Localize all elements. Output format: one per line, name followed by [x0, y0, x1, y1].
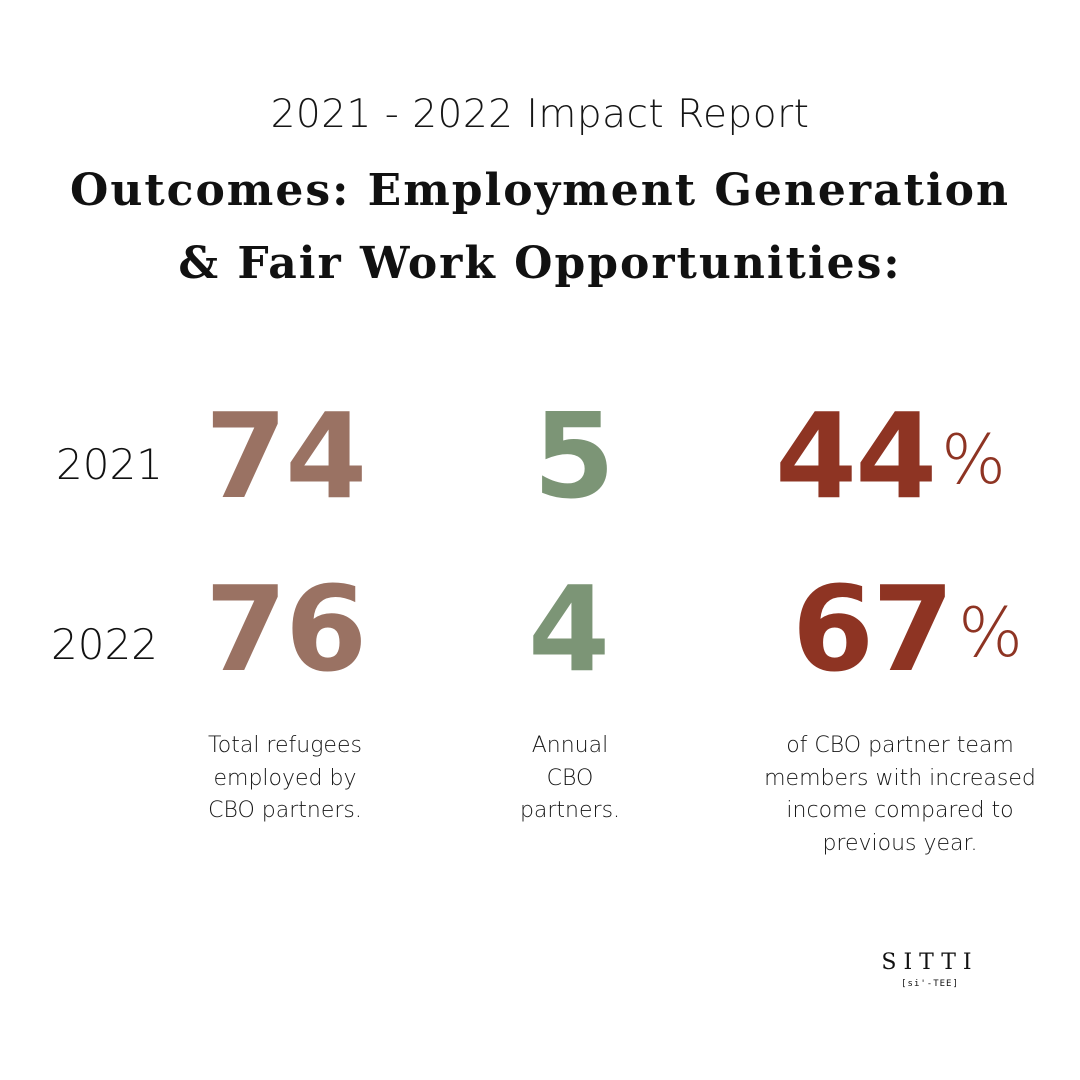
refugees-employed-2021: 74 — [205, 387, 367, 525]
cbo-partners-2021: 5 — [533, 387, 615, 525]
year-label-2021: 2021 — [56, 440, 163, 489]
logo-pronunciation: [si'-TEE] — [901, 979, 959, 989]
increased-income-2021-value: 44 — [775, 387, 937, 525]
partners-description-line: partners. — [519, 798, 621, 823]
report-subtitle: 2021 - 2022 Impact Report — [270, 92, 810, 137]
partners-description-line: Annual — [531, 733, 609, 758]
increased-income-2022: 67% — [792, 570, 1023, 688]
percent-sign: % — [958, 594, 1023, 673]
increased-income-2022-value: 67 — [792, 560, 954, 698]
partners-description-line: CBO — [546, 765, 594, 791]
sitti-logo: SITTI [si'-TEE] — [860, 950, 1000, 989]
income-description: of CBO partner team members with increas… — [740, 730, 1060, 860]
income-description-line: members with increased — [764, 765, 1036, 791]
refugees-employed-2022: 76 — [205, 560, 367, 698]
income-description-line: of CBO partner team — [786, 733, 1014, 758]
year-label-2022: 2022 — [51, 620, 158, 669]
income-description-line: previous year. — [822, 830, 978, 856]
refugees-description-line: Total refugees — [208, 733, 362, 758]
partners-description: Annual CBO partners. — [500, 730, 640, 828]
cbo-partners-2022: 4 — [528, 560, 610, 698]
refugees-description-line: CBO partners. — [208, 798, 362, 823]
page-title-line-2: & Fair Work Opportunities: — [178, 238, 902, 289]
percent-sign: % — [941, 421, 1006, 500]
page-title-line-1: Outcomes: Employment Generation — [70, 165, 1010, 216]
income-description-line: income compared to — [786, 798, 1014, 823]
refugees-description: Total refugees employed by CBO partners. — [180, 730, 390, 828]
logo-wordmark: SITTI — [881, 950, 979, 975]
refugees-description-line: employed by — [213, 765, 357, 791]
increased-income-2021: 44% — [775, 397, 1006, 515]
